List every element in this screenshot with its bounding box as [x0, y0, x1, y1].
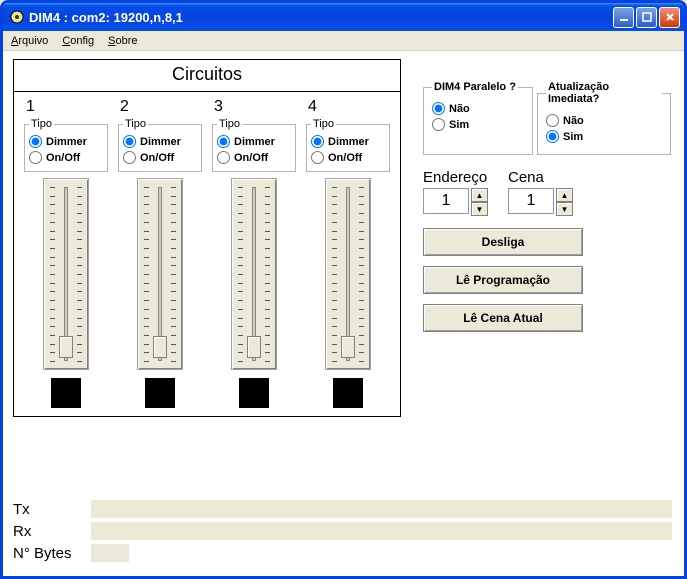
tipo-legend: Tipo	[29, 118, 54, 130]
circuit-number: 2	[120, 98, 129, 116]
atualizacao-nao[interactable]: Não	[546, 114, 662, 127]
circuitos-title: Circuitos	[14, 60, 400, 92]
rx-label: Rx	[13, 523, 91, 540]
tipo-onoff-3[interactable]: On/Off	[217, 151, 293, 164]
circuit-3: 3 Tipo Dimmer On/Off	[210, 98, 298, 408]
tipo-dimmer-1[interactable]: Dimmer	[29, 135, 105, 148]
status-area: Tx Rx N° Bytes	[13, 496, 672, 566]
cena-block: Cena ▲ ▼	[508, 169, 573, 216]
app-window: DIM4 : com2: 19200,n,8,1 Arquivo Config …	[0, 0, 687, 579]
rx-bar	[91, 522, 672, 540]
atualizacao-legend: Atualização Imediata?	[546, 81, 662, 105]
paralelo-sim[interactable]: Sim	[432, 118, 524, 131]
endereco-up[interactable]: ▲	[471, 188, 488, 202]
window-title: DIM4 : com2: 19200,n,8,1	[29, 10, 613, 25]
circuit-4: 4 Tipo Dimmer On/Off	[304, 98, 392, 408]
slider-thumb[interactable]	[153, 336, 167, 358]
cena-input[interactable]	[508, 188, 554, 214]
circuit-number: 4	[308, 98, 317, 116]
tipo-group-4: Tipo Dimmer On/Off	[306, 118, 390, 172]
tipo-group-1: Tipo Dimmer On/Off	[24, 118, 108, 172]
cena-down[interactable]: ▼	[556, 202, 573, 216]
slider-4[interactable]	[325, 178, 371, 370]
slider-thumb[interactable]	[59, 336, 73, 358]
tipo-onoff-radio[interactable]	[29, 151, 42, 164]
tipo-group-2: Tipo Dimmer On/Off	[118, 118, 202, 172]
app-icon	[9, 9, 25, 25]
color-swatch-4	[333, 378, 363, 408]
tipo-legend: Tipo	[217, 118, 242, 130]
le-cena-atual-button[interactable]: Lê Cena Atual	[423, 304, 583, 332]
menu-arquivo[interactable]: Arquivo	[7, 34, 52, 48]
tipo-onoff-2[interactable]: On/Off	[123, 151, 199, 164]
color-swatch-1	[51, 378, 81, 408]
tipo-dimmer-radio[interactable]	[123, 135, 136, 148]
cena-up[interactable]: ▲	[556, 188, 573, 202]
tipo-onoff-4[interactable]: On/Off	[311, 151, 387, 164]
tipo-dimmer-radio[interactable]	[29, 135, 42, 148]
cena-label: Cena	[508, 169, 573, 186]
color-swatch-2	[145, 378, 175, 408]
right-column: DIM4 Paralelo ? Não Sim Atualização Imed…	[423, 81, 671, 342]
titlebar[interactable]: DIM4 : com2: 19200,n,8,1	[3, 3, 684, 31]
close-button[interactable]	[659, 7, 680, 28]
tx-bar	[91, 500, 672, 518]
endereco-down[interactable]: ▼	[471, 202, 488, 216]
nbytes-bar	[91, 544, 129, 562]
le-programacao-button[interactable]: Lê Programação	[423, 266, 583, 294]
desliga-button[interactable]: Desliga	[423, 228, 583, 256]
endereco-block: Endereço ▲ ▼	[423, 169, 488, 216]
circuit-number: 1	[26, 98, 35, 116]
paralelo-legend: DIM4 Paralelo ?	[432, 81, 518, 93]
tipo-dimmer-radio[interactable]	[311, 135, 324, 148]
tipo-onoff-radio[interactable]	[123, 151, 136, 164]
paralelo-sim-radio[interactable]	[432, 118, 445, 131]
tx-label: Tx	[13, 501, 91, 518]
tipo-onoff-1[interactable]: On/Off	[29, 151, 105, 164]
menubar: Arquivo Config Sobre	[3, 31, 684, 51]
maximize-button[interactable]	[636, 7, 657, 28]
slider-thumb[interactable]	[247, 336, 261, 358]
atualizacao-group: Atualização Imediata? Não Sim	[537, 81, 671, 155]
circuit-number: 3	[214, 98, 223, 116]
circuitos-panel: Circuitos 1 Tipo Dimmer On/Off 2 Tipo Dimmer On…	[13, 59, 401, 417]
slider-thumb[interactable]	[341, 336, 355, 358]
atualizacao-sim[interactable]: Sim	[546, 130, 662, 143]
slider-2[interactable]	[137, 178, 183, 370]
color-swatch-3	[239, 378, 269, 408]
endereco-label: Endereço	[423, 169, 488, 186]
tipo-onoff-radio[interactable]	[217, 151, 230, 164]
tipo-group-3: Tipo Dimmer On/Off	[212, 118, 296, 172]
minimize-button[interactable]	[613, 7, 634, 28]
client-area: Circuitos 1 Tipo Dimmer On/Off 2 Tipo Dimmer On…	[3, 51, 684, 576]
circuit-1: 1 Tipo Dimmer On/Off	[22, 98, 110, 408]
tipo-legend: Tipo	[311, 118, 336, 130]
window-controls	[613, 7, 680, 28]
tipo-dimmer-4[interactable]: Dimmer	[311, 135, 387, 148]
circuit-2: 2 Tipo Dimmer On/Off	[116, 98, 204, 408]
tipo-legend: Tipo	[123, 118, 148, 130]
menu-sobre[interactable]: Sobre	[104, 34, 141, 48]
slider-1[interactable]	[43, 178, 89, 370]
menu-config[interactable]: Config	[58, 34, 98, 48]
slider-3[interactable]	[231, 178, 277, 370]
atualizacao-nao-radio[interactable]	[546, 114, 559, 127]
paralelo-group: DIM4 Paralelo ? Não Sim	[423, 81, 533, 155]
tipo-onoff-radio[interactable]	[311, 151, 324, 164]
tipo-dimmer-radio[interactable]	[217, 135, 230, 148]
paralelo-nao-radio[interactable]	[432, 102, 445, 115]
endereco-input[interactable]	[423, 188, 469, 214]
paralelo-nao[interactable]: Não	[432, 102, 524, 115]
tipo-dimmer-2[interactable]: Dimmer	[123, 135, 199, 148]
tipo-dimmer-3[interactable]: Dimmer	[217, 135, 293, 148]
nbytes-label: N° Bytes	[13, 545, 91, 562]
atualizacao-sim-radio[interactable]	[546, 130, 559, 143]
